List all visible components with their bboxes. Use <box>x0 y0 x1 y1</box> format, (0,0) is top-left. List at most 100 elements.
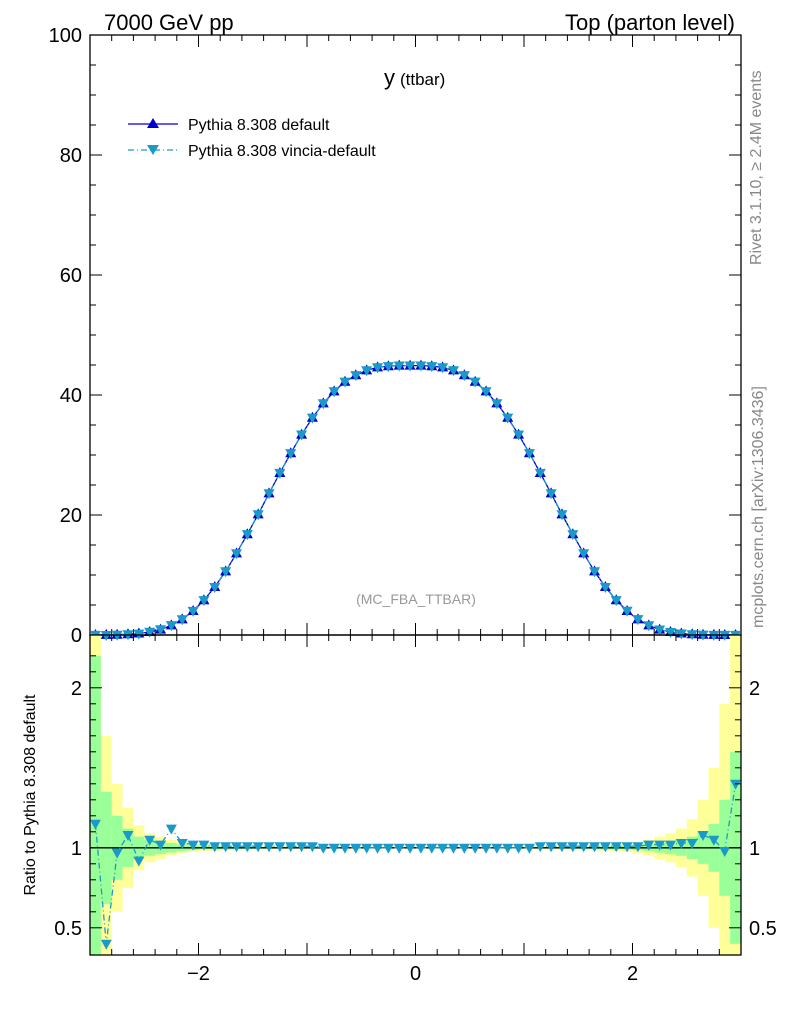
ratio-point-vincia <box>209 842 221 853</box>
ratio-point-vincia <box>469 843 481 854</box>
point-vincia <box>643 621 655 632</box>
ratio-frame <box>89 634 742 956</box>
ratio-ytick-label: 0.5 <box>54 918 82 940</box>
analysis-watermark: (MC_FBA_TTBAR) <box>356 591 476 607</box>
point-vincia <box>230 549 242 560</box>
point-vincia <box>339 377 351 388</box>
point-vincia <box>144 627 156 638</box>
point-vincia <box>664 627 676 638</box>
ratio-point-vincia <box>686 839 698 849</box>
point-vincia <box>393 361 405 372</box>
ratio-point-vincia <box>426 843 438 854</box>
ratio-point-vincia <box>675 839 687 849</box>
point-vincia <box>502 413 514 424</box>
rivet-label: Rivet 3.1.10, ≥ 2.4M events <box>748 70 765 265</box>
point-vincia <box>469 377 481 388</box>
point-vincia <box>415 361 427 372</box>
point-vincia <box>317 399 329 410</box>
point-vincia <box>404 361 416 372</box>
x-tick-label: 0 <box>410 963 421 985</box>
ratio-point-vincia <box>382 843 394 854</box>
ratio-point-vincia <box>502 843 514 854</box>
ratio-point-vincia <box>393 843 405 854</box>
point-vincia <box>306 413 318 424</box>
main-ytick-label: 40 <box>60 385 82 407</box>
ratio-point-vincia <box>458 843 470 854</box>
ratio-point-vincia <box>730 779 742 790</box>
ratio-point-vincia <box>176 839 188 849</box>
main-panel: 0 20 40 60 80 100 <box>49 25 742 647</box>
point-vincia <box>545 489 557 500</box>
ratio-point-vincia <box>632 842 644 853</box>
ratio-point-vincia <box>111 848 123 859</box>
main-ytick-label: 100 <box>49 25 82 47</box>
legend-marker-default <box>147 118 159 128</box>
ratio-panel: 0.5 0.5 1 1 2 2 −2 0 2 <box>54 634 777 985</box>
ratio-point-vincia <box>697 831 709 841</box>
ratio-point-vincia <box>567 842 579 853</box>
ratio-point-vincia <box>252 842 264 853</box>
ratio-point-vincia <box>534 842 546 853</box>
point-vincia <box>100 630 112 641</box>
point-vincia <box>263 489 275 500</box>
ratio-line-vincia <box>94 783 737 944</box>
legend-marker-vincia <box>147 145 159 155</box>
ratio-point-vincia <box>328 843 340 854</box>
point-vincia <box>296 430 308 441</box>
ratio-point-vincia <box>306 842 318 853</box>
point-vincia <box>523 449 535 460</box>
ratio-point-vincia <box>708 835 720 846</box>
ratio-ytick-label: 2 <box>71 678 82 700</box>
ratio-point-vincia <box>447 843 459 854</box>
point-vincia <box>599 582 611 593</box>
header-right: Top (parton level) <box>565 10 735 35</box>
point-vincia <box>382 362 394 373</box>
legend-entry-vincia: Pythia 8.308 vincia-default <box>128 143 376 160</box>
point-vincia <box>458 371 470 382</box>
ratio-point-vincia <box>404 843 416 854</box>
ratio-point-vincia <box>719 847 731 857</box>
ratio-point-vincia <box>144 835 156 846</box>
ratio-point-vincia <box>610 842 622 853</box>
point-vincia <box>480 387 492 398</box>
point-vincia <box>426 362 438 373</box>
ratio-point-vincia <box>578 842 590 853</box>
x-tick-label: −2 <box>187 963 210 985</box>
header-left: 7000 GeV pp <box>104 10 234 35</box>
ratio-point-vincia <box>241 842 253 853</box>
ratio-point-vincia <box>513 843 525 854</box>
legend: Pythia 8.308 default Pythia 8.308 vincia… <box>128 117 376 160</box>
point-vincia <box>589 567 601 578</box>
ratio-point-vincia <box>220 842 232 853</box>
mcplots-label: mcplots.cern.ch [arXiv:1306.3436] <box>750 386 767 628</box>
ratio-ytick-label-right: 1 <box>749 838 760 860</box>
ratio-point-vincia <box>361 843 373 854</box>
ratio-point-vincia <box>230 842 242 853</box>
point-vincia <box>274 468 286 479</box>
point-vincia <box>252 510 264 521</box>
point-vincia <box>361 366 373 377</box>
ratio-point-vincia <box>654 840 666 851</box>
plot-title: y <box>384 65 395 90</box>
legend-label-default: Pythia 8.308 default <box>188 117 330 134</box>
ratio-point-vincia <box>480 843 492 854</box>
ratio-point-vincia <box>263 842 275 853</box>
ratio-point-vincia <box>372 843 384 854</box>
point-vincia <box>155 625 167 636</box>
ratio-point-vincia <box>545 842 557 853</box>
point-vincia <box>328 387 340 398</box>
ratio-point-vincia <box>664 840 676 851</box>
point-vincia <box>556 510 568 521</box>
point-vincia <box>176 615 188 626</box>
point-vincia <box>187 606 199 617</box>
point-vincia <box>209 582 221 593</box>
ratio-y-label: Ratio to Pythia 8.308 default <box>22 694 39 896</box>
ratio-point-vincia <box>415 843 427 854</box>
ratio-point-vincia <box>285 842 297 853</box>
ratio-point-vincia <box>437 843 449 854</box>
ratio-point-vincia <box>165 824 177 835</box>
point-vincia <box>447 366 459 377</box>
ratio-point-vincia <box>350 843 362 854</box>
ratio-point-vincia <box>100 939 112 950</box>
